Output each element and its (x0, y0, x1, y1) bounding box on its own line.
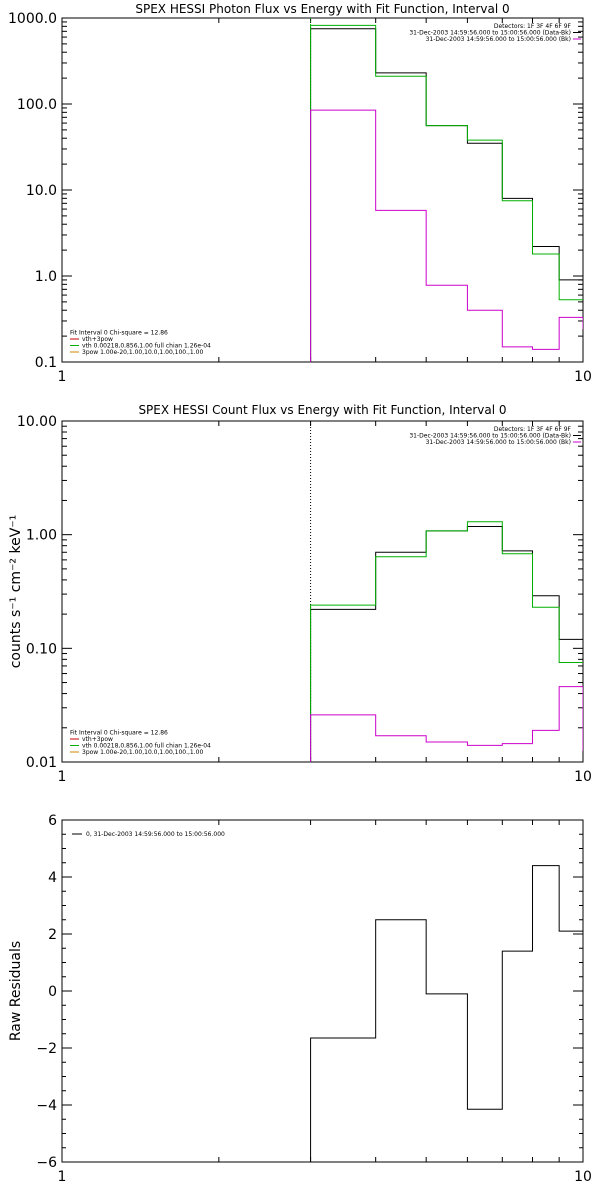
legend-entry: 3pow 1.00e-20,1.00,10.0,1.00,100.,1.00 (82, 349, 203, 356)
chart-panel-1: SPEX HESSI Photon Flux vs Energy with Fi… (8, 2, 592, 385)
y-axis-label: counts s⁻¹ cm⁻² keV⁻¹ (8, 515, 24, 669)
chart-panel-2: SPEX HESSI Count Flux vs Energy with Fit… (8, 403, 592, 785)
x-tick-label: 1 (58, 769, 67, 785)
legend-entry: 31-Dec-2003 14:59:56.000 to 15:00:56.000… (409, 30, 571, 37)
x-tick-label: 1 (58, 369, 67, 385)
legend-entry: vth 0.00218,0.856,1.00 full chian 1.26e-… (82, 743, 211, 750)
series-group (310, 865, 583, 1162)
y-tick-label: −4 (36, 1098, 57, 1114)
legend-entry: 31-Dec-2003 14:59:56.000 to 15:00:56.000… (426, 36, 571, 43)
y-tick-label: −6 (36, 1155, 57, 1171)
plot-frame (61, 819, 584, 1163)
legend-entry: Detectors: 1F 3F 4F 6F 9F (494, 426, 572, 433)
series-line-1 (310, 525, 583, 762)
legend-entry: Detectors: 1F 3F 4F 6F 9F (494, 23, 572, 30)
series-group (310, 521, 583, 762)
plot-frame (61, 17, 584, 363)
y-tick-label: −2 (36, 1041, 57, 1057)
y-tick-label: 0 (48, 984, 57, 1000)
y-tick-label: 2 (48, 927, 57, 943)
y-tick-label: 1000.0 (8, 11, 57, 27)
y-tick-label: 0.1 (35, 355, 57, 371)
series-line-1 (310, 28, 583, 362)
x-tick-label: 1 (58, 1169, 67, 1185)
series-line-2 (310, 521, 583, 762)
y-tick-label: 10.0 (26, 183, 57, 199)
plot-frame (61, 420, 584, 763)
y-tick-label: 10.00 (17, 414, 57, 430)
legend-entry: 0, 31-Dec-2003 14:59:56.000 to 15:00:56.… (86, 831, 225, 838)
legend-entry: 31-Dec-2003 14:59:56.000 to 15:00:56.000… (426, 439, 571, 446)
y-tick-label: 6 (48, 813, 57, 829)
series-line-2 (310, 24, 583, 362)
series-line-1 (310, 865, 583, 1162)
legend-entry: Fit Interval 0 Chi-square = 12.86 (70, 730, 168, 737)
y-tick-label: 100.0 (17, 97, 57, 113)
y-tick-label: 0.01 (26, 755, 57, 771)
legend-entry: vth+3pow (82, 736, 113, 743)
y-tick-label: 0.10 (26, 641, 57, 657)
x-tick-label: 10 (574, 1169, 592, 1185)
legend-entry: 3pow 1.00e-20,1.00,10.0,1.00,100.,1.00 (82, 749, 203, 756)
x-tick-label: 10 (574, 369, 592, 385)
legend-entry: vth 0.00218,0.856,1.00 full chian 1.26e-… (82, 343, 211, 350)
y-tick-label: 4 (48, 870, 57, 886)
x-tick-label: 10 (574, 769, 592, 785)
legend-entry: 31-Dec-2003 14:59:56.000 to 15:00:56.000… (409, 433, 571, 440)
legend-entry: Fit Interval 0 Chi-square = 12.86 (70, 330, 168, 337)
series-group (310, 24, 583, 362)
series-line-3 (310, 109, 583, 362)
chart-title: SPEX HESSI Count Flux vs Energy with Fit… (138, 403, 506, 417)
legend-entry: vth+3pow (82, 336, 113, 343)
y-axis-label: Raw Residuals (8, 941, 24, 1041)
chart-title: SPEX HESSI Photon Flux vs Energy with Fi… (135, 2, 509, 16)
chart-panel-3: Raw Residuals 1 10 −6 −4 −2 0 2 4 6 0, 31-Dec-2003… (8, 813, 592, 1185)
series-line-3 (310, 686, 583, 762)
y-tick-label: 1.0 (35, 269, 57, 285)
y-tick-label: 1.00 (26, 528, 57, 544)
